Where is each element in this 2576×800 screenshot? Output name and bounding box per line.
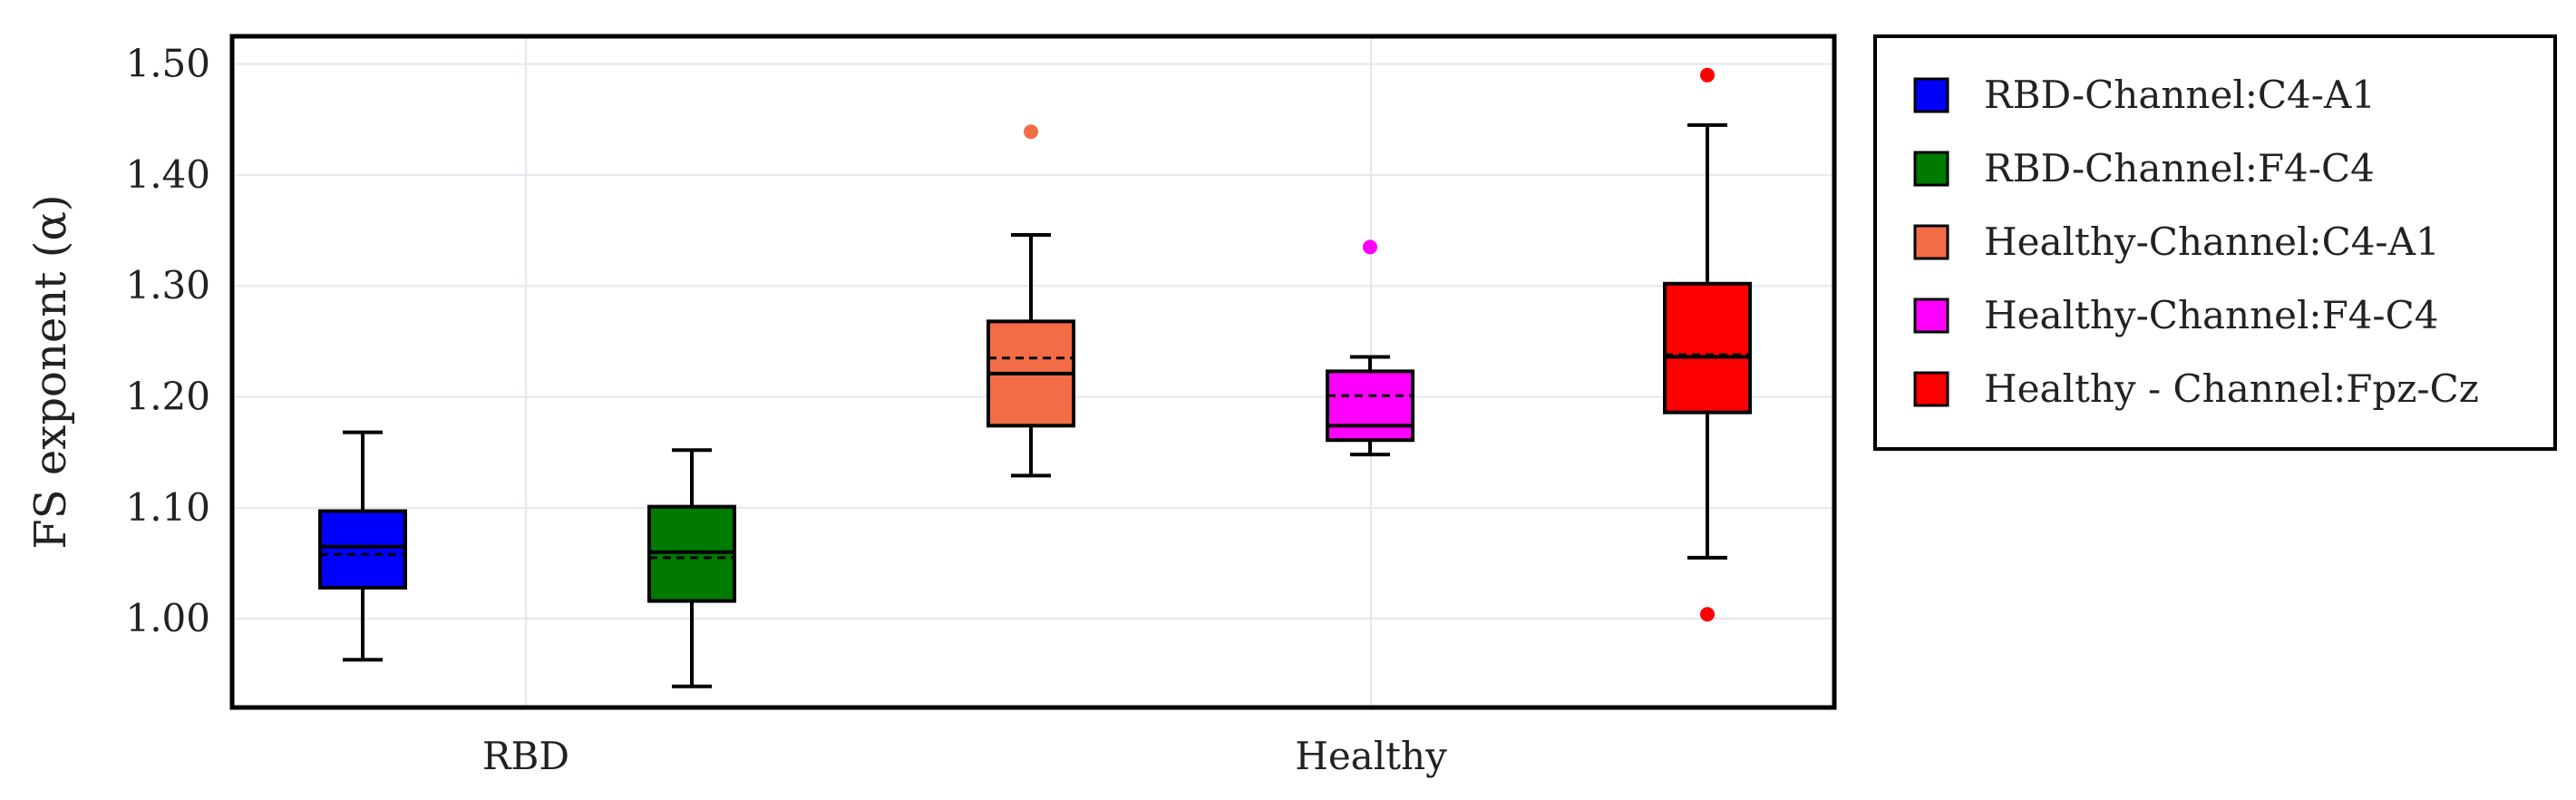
legend-label: Healthy-Channel:C4-A1 [1984, 220, 2440, 264]
box-plot-3 [987, 124, 1075, 478]
legend: RBD-Channel:C4-A1 RBD-Channel:F4-C4 Health… [1873, 34, 2557, 451]
y-tick-label: 1.40 [125, 152, 210, 197]
box-iqr [1326, 369, 1414, 443]
legend-swatch [1913, 371, 1949, 407]
legend-swatch [1913, 77, 1949, 113]
outlier-point [1700, 607, 1715, 622]
y-tick-label: 1.20 [125, 375, 210, 419]
box-iqr [1663, 281, 1752, 415]
legend-label: Healthy-Channel:F4-C4 [1984, 293, 2438, 337]
legend-swatch [1913, 151, 1949, 187]
y-axis: 1.00 1.10 1.20 1.30 1.40 1.50 [125, 42, 210, 641]
y-axis-title: FS exponent (α) [25, 194, 76, 549]
plot-frame [229, 34, 1837, 710]
y-tick-label: 1.10 [125, 485, 210, 530]
legend-label: RBD-Channel:F4-C4 [1984, 146, 2375, 190]
box-plot-4 [1326, 239, 1414, 457]
legend-swatch [1913, 298, 1949, 334]
x-tick-label: Healthy [1295, 734, 1447, 778]
outlier-point [1024, 124, 1038, 140]
legend-label: Healthy - Channel:Fpz-Cz [1984, 366, 2479, 411]
box-plot-2 [647, 448, 736, 688]
y-tick-label: 1.00 [125, 596, 210, 640]
y-tick-label: 1.50 [125, 42, 210, 86]
outlier-point [1700, 67, 1715, 83]
box-plots [318, 67, 1752, 688]
legend-frame [1873, 34, 2557, 451]
x-axis: RBD Healthy [482, 734, 1447, 778]
box-iqr [318, 509, 407, 590]
x-tick-label: RBD [482, 734, 569, 778]
box-plot-1 [318, 430, 407, 662]
y-tick-label: 1.30 [125, 263, 210, 307]
legend-label: RBD-Channel:C4-A1 [1984, 73, 2376, 117]
legend-swatch [1913, 224, 1949, 260]
box-plot-5 [1663, 67, 1752, 622]
outlier-point [1363, 239, 1377, 255]
